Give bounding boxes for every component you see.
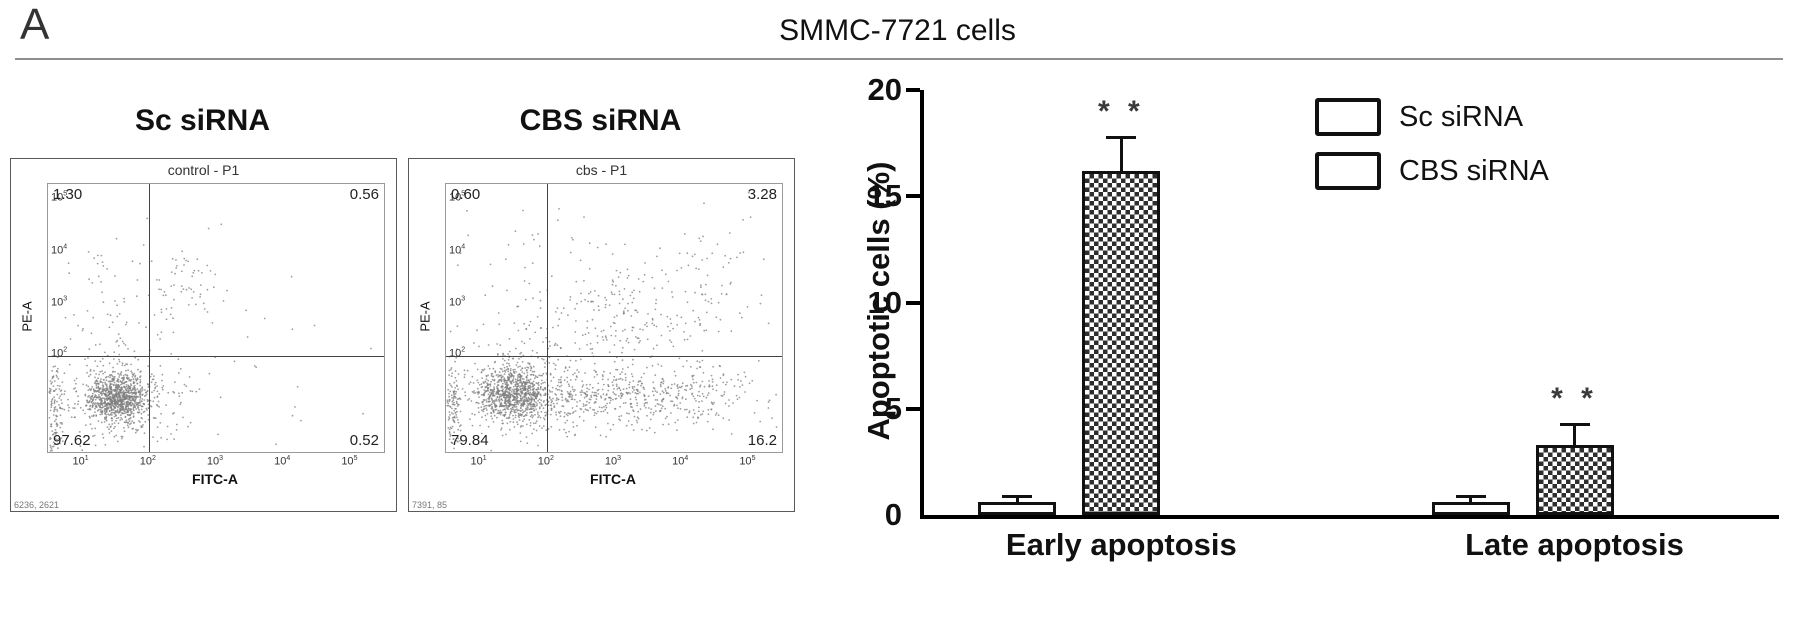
y-tick-mark	[906, 406, 920, 411]
legend-item-sc: Sc siRNA	[1315, 98, 1549, 136]
legend-swatch-white	[1315, 98, 1381, 136]
error-bar-cap	[1002, 495, 1033, 498]
category-label: Late apoptosis	[1465, 527, 1684, 562]
y-tick-label: 5	[884, 390, 902, 426]
y-tick-mark	[906, 88, 920, 92]
y-tick-mark	[906, 194, 920, 199]
bar-sc-sirna	[978, 502, 1057, 515]
scatter-area: 1.30 0.56 97.62 0.52 105 104 103 102	[47, 183, 385, 453]
legend-label-sc: Sc siRNA	[1399, 100, 1524, 133]
scatter-area: 0.60 3.28 79.84 16.2 105 104 103 102	[445, 183, 783, 453]
y-tick-label: 15	[867, 178, 902, 214]
quadrant-value-bottom-right: 16.2	[747, 432, 777, 449]
y-tick-label: 20	[867, 72, 902, 107]
x-tick-label: 101	[470, 455, 487, 468]
quadrant-value-bottom-left: 97.62	[53, 432, 91, 449]
quadrant-value-top-left: 0.60	[451, 186, 481, 203]
x-tick-label: 105	[341, 455, 358, 468]
quadrant-hline	[446, 355, 782, 357]
y-axis-label: PE-A	[19, 301, 35, 332]
y-tick-mark	[906, 300, 920, 305]
bar-sc-sirna	[1431, 502, 1510, 515]
flow-plot-sc: control - P1 PE-A 1.30 0.56 97.62 0.52 1…	[10, 158, 397, 512]
x-tick-label: 103	[604, 455, 622, 468]
y-tick-label: 105	[449, 191, 466, 204]
x-tick-label: 103	[206, 455, 224, 468]
y-tick-label: 104	[449, 243, 466, 256]
figure-title: SMMC-7721 cells	[779, 14, 1016, 47]
error-bar	[1573, 425, 1576, 445]
bar-cbs-sirna	[1535, 444, 1614, 515]
x-tick-label: 102	[139, 455, 156, 468]
quadrant-value-top-right: 3.28	[747, 186, 777, 203]
legend-swatch-checker	[1315, 152, 1381, 190]
event-count-text: 6236, 2621	[14, 500, 60, 510]
quadrant-value-top-right: 0.56	[349, 186, 379, 203]
y-tick-label: 105	[51, 191, 68, 204]
bar-cbs-sirna	[1082, 170, 1161, 515]
y-axis-label: PE-A	[417, 301, 433, 332]
error-bar-cap	[1455, 495, 1486, 498]
quadrant-vline	[546, 184, 548, 452]
y-tick-label: 102	[449, 346, 466, 360]
x-tick-label: 105	[739, 455, 756, 468]
legend-item-cbs: CBS siRNA	[1315, 152, 1549, 190]
flow-plot-cbs: cbs - P1 PE-A 0.60 3.28 79.84 16.2 105 10…	[408, 158, 795, 512]
x-tick-label: 104	[274, 455, 291, 468]
y-tick-label: 10	[867, 284, 902, 320]
x-axis-label: FITC-A	[192, 471, 238, 487]
bar-plot-area: 0 5 10 15 20 Early apoptosis * * Late apoptosis…	[868, 72, 1779, 562]
scatter-points	[446, 191, 778, 452]
category-label: Early apoptosis	[1005, 527, 1237, 562]
legend-label-cbs: CBS siRNA	[1399, 154, 1549, 187]
x-tick-label: 104	[672, 455, 689, 468]
significance-marker: * *	[1098, 94, 1145, 128]
x-axis-ticks: 101 102 103 104 105	[445, 455, 781, 470]
error-bar	[1015, 498, 1019, 503]
scatter-points	[48, 217, 372, 452]
quadrant-value-bottom-right: 0.52	[349, 432, 379, 449]
x-axis-label: FITC-A	[590, 471, 636, 487]
quadrant-hline	[48, 355, 384, 357]
significance-marker: * *	[1551, 381, 1598, 415]
flow-plot-title-sc: Sc siRNA	[134, 104, 271, 137]
apoptosis-bar-chart: Apoptotic cells (%) 0 5 10 15 20 Early apopto…	[860, 70, 1790, 630]
error-bar	[1469, 498, 1472, 503]
event-count-text: 7391, 85	[412, 500, 448, 510]
gate-label: cbs - P1	[575, 162, 628, 178]
error-bar-cap	[1106, 135, 1137, 139]
y-tick-label: 104	[51, 243, 68, 256]
panel-label: A	[20, 0, 50, 49]
error-bar	[1119, 138, 1123, 171]
y-tick-label: 0	[884, 497, 902, 532]
legend: Sc siRNA CBS siRNA	[1315, 98, 1549, 206]
quadrant-value-bottom-left: 79.84	[451, 432, 489, 449]
y-tick-label: 103	[449, 295, 466, 309]
x-axis-ticks: 101 102 103 104 105	[47, 455, 383, 470]
flow-plot-title-cbs: CBS siRNA	[519, 104, 682, 137]
x-tick-label: 101	[72, 455, 89, 468]
quadrant-vline	[148, 184, 150, 452]
gate-label: control - P1	[167, 162, 240, 178]
quadrant-value-top-left: 1.30	[53, 186, 83, 203]
error-bar-cap	[1559, 422, 1590, 426]
y-tick-label: 103	[51, 295, 68, 309]
x-tick-label: 102	[537, 455, 554, 468]
title-divider	[15, 58, 1783, 60]
y-tick-label: 102	[51, 346, 68, 360]
